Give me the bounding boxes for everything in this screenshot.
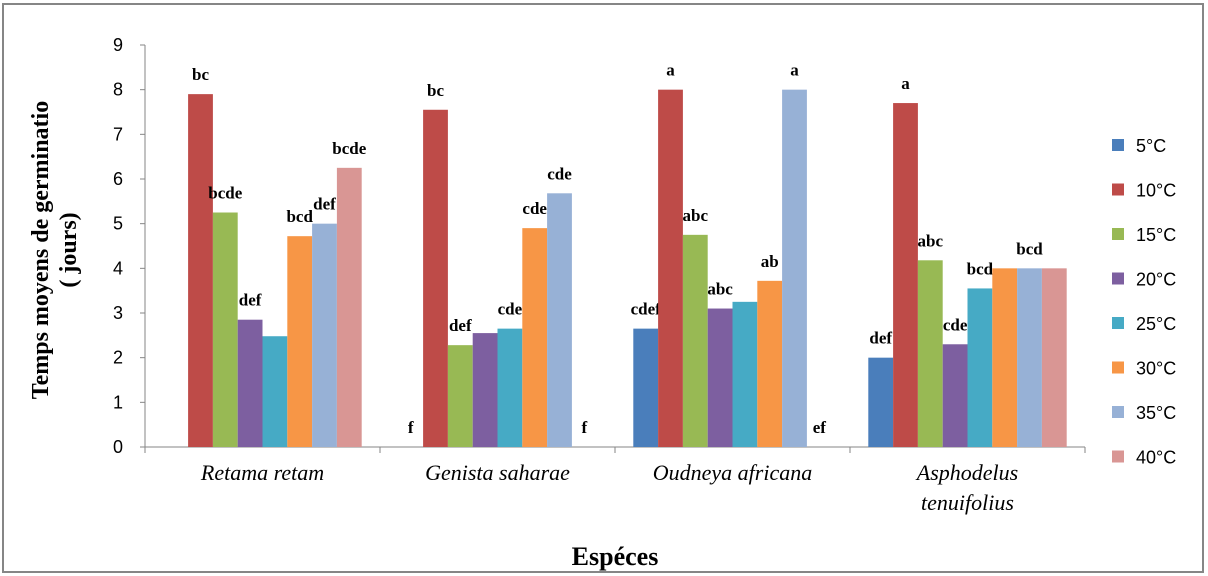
significance-label: bcd bbox=[967, 259, 994, 278]
legend-swatch bbox=[1112, 228, 1124, 240]
bar bbox=[757, 280, 783, 447]
bar bbox=[447, 345, 473, 447]
y-tick-label: 6 bbox=[113, 169, 123, 189]
significance-label: cde bbox=[943, 315, 968, 334]
legend-swatch bbox=[1112, 406, 1124, 418]
significance-label: bcde bbox=[208, 184, 242, 203]
bar bbox=[893, 103, 918, 448]
bar bbox=[917, 260, 943, 447]
legend-swatch bbox=[1112, 450, 1124, 463]
significance-label: ef bbox=[813, 418, 827, 437]
legend-label: 30°C bbox=[1136, 359, 1176, 379]
bar bbox=[336, 167, 362, 448]
significance-label: a bbox=[901, 74, 910, 93]
significance-label: bcd bbox=[1016, 239, 1043, 258]
category-label: Retama retam bbox=[200, 460, 324, 485]
bar bbox=[1041, 268, 1067, 447]
bar bbox=[682, 234, 708, 447]
category-label: tenuifolius bbox=[921, 490, 1014, 515]
y-axis-title: Temps moyens de germinatio( jours) bbox=[28, 101, 82, 399]
bar bbox=[658, 89, 683, 448]
legend-label: 40°C bbox=[1136, 448, 1176, 468]
legend-label: 5°C bbox=[1136, 136, 1166, 156]
category-label: Asphodelus bbox=[915, 460, 1018, 485]
legend-label: 35°C bbox=[1136, 403, 1176, 423]
significance-label: a bbox=[666, 61, 675, 80]
significance-label: bc bbox=[427, 81, 444, 100]
legend-swatch bbox=[1112, 361, 1124, 374]
y-tick-label: 7 bbox=[113, 124, 123, 144]
category-label: Genista saharae bbox=[425, 460, 570, 485]
significance-label: cde bbox=[547, 164, 572, 183]
bar bbox=[312, 223, 337, 447]
legend-label: 15°C bbox=[1136, 225, 1176, 245]
bar bbox=[1017, 268, 1042, 447]
category-label: Oudneya africana bbox=[653, 460, 812, 485]
legend-label: 10°C bbox=[1136, 181, 1176, 201]
significance-label: cde bbox=[522, 199, 547, 218]
significance-label: def bbox=[449, 316, 472, 335]
y-tick-label: 8 bbox=[113, 80, 123, 100]
bar bbox=[942, 344, 968, 447]
bar bbox=[547, 193, 572, 447]
y-tick-label: 9 bbox=[113, 35, 123, 55]
bar bbox=[497, 328, 523, 447]
bar bbox=[707, 308, 733, 447]
significance-label: bcd bbox=[286, 207, 313, 226]
bar bbox=[992, 268, 1018, 447]
y-tick-label: 1 bbox=[113, 392, 123, 412]
x-axis-title: Espéces bbox=[572, 542, 659, 571]
legend-swatch bbox=[1112, 272, 1124, 285]
legend-swatch bbox=[1112, 183, 1124, 196]
significance-label: bc bbox=[192, 65, 209, 84]
bar bbox=[472, 333, 498, 447]
significance-label: abc bbox=[918, 231, 944, 250]
bar bbox=[237, 319, 263, 447]
significance-label: def bbox=[869, 329, 892, 348]
bar bbox=[967, 288, 993, 447]
bar bbox=[423, 109, 448, 448]
significance-label: def bbox=[239, 291, 262, 310]
significance-label: def bbox=[313, 195, 336, 214]
bar bbox=[782, 89, 807, 448]
bar bbox=[262, 336, 288, 447]
y-tick-label: 2 bbox=[113, 348, 123, 368]
significance-label: a bbox=[790, 61, 799, 80]
bar bbox=[188, 94, 213, 447]
significance-label: f bbox=[408, 418, 414, 437]
bar bbox=[522, 228, 548, 447]
bar bbox=[732, 301, 758, 447]
bar bbox=[212, 212, 238, 447]
significance-label: abc bbox=[707, 280, 733, 299]
bar bbox=[633, 328, 659, 447]
significance-label: cde bbox=[498, 300, 523, 319]
legend: 5°C 10°C 15°C 20°C 25°C 30°C 35°C 40°C bbox=[1112, 136, 1176, 468]
legend-label: 20°C bbox=[1136, 270, 1176, 290]
legend-swatch bbox=[1112, 139, 1124, 151]
bar bbox=[868, 357, 894, 447]
legend-swatch bbox=[1112, 317, 1124, 329]
significance-label: cdef bbox=[631, 300, 662, 319]
significance-label: abc bbox=[683, 206, 709, 225]
y-tick-label: 5 bbox=[113, 214, 123, 234]
y-tick-label: 3 bbox=[113, 303, 123, 323]
y-axis-title-line: Temps moyens de germinatio bbox=[28, 101, 54, 399]
significance-label: f bbox=[581, 418, 587, 437]
significance-label: ab bbox=[761, 252, 779, 271]
significance-label: bcde bbox=[332, 139, 366, 158]
y-tick-label: 0 bbox=[113, 437, 123, 457]
y-axis-title-line: ( jours) bbox=[56, 212, 82, 287]
y-tick-label: 4 bbox=[113, 258, 123, 278]
legend-label: 25°C bbox=[1136, 314, 1176, 334]
bar bbox=[287, 236, 313, 447]
